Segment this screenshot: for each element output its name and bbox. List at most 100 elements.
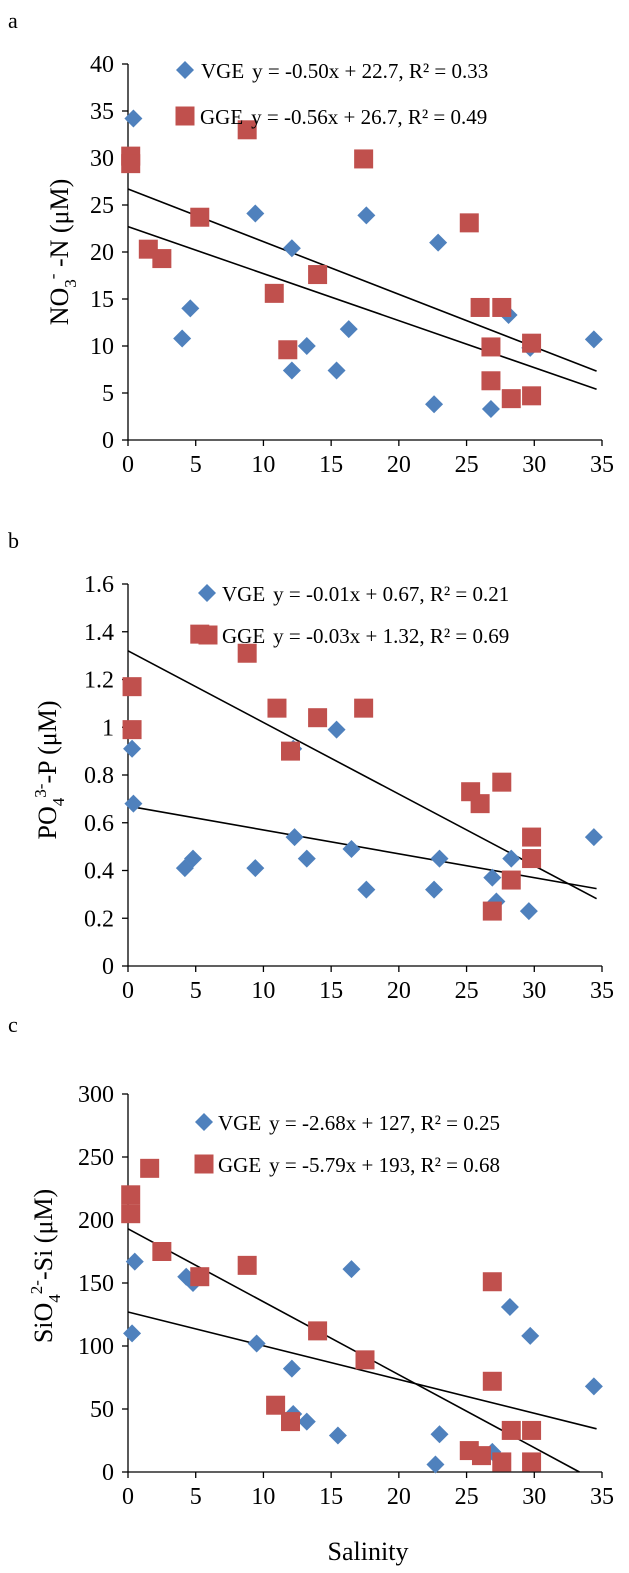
vge-point bbox=[430, 1425, 449, 1444]
gge-point bbox=[492, 297, 512, 317]
y-tick-label: 0.8 bbox=[84, 763, 114, 789]
y-tick-label: 0 bbox=[102, 1460, 114, 1486]
vge-point bbox=[282, 1359, 301, 1378]
legend-series-name: GGE bbox=[222, 624, 265, 648]
legend-gge-marker bbox=[175, 106, 195, 126]
x-tick-label: 5 bbox=[190, 452, 202, 478]
y-tick-label: 1.6 bbox=[84, 572, 114, 598]
vge-point bbox=[483, 868, 502, 887]
gge-point bbox=[237, 643, 257, 663]
gge-point bbox=[522, 1452, 542, 1472]
x-tick-label: 20 bbox=[387, 452, 411, 478]
vge-point bbox=[426, 1455, 445, 1474]
y-tick-label: 15 bbox=[90, 287, 114, 313]
panel-b-plot: 0 0.2 0.4 0.6 0.8 1 1.2 1.4 1.6 0 5 10 15 20 25 30 35 VGE… bbox=[84, 572, 614, 1004]
y-tick-label: 35 bbox=[90, 99, 114, 125]
gge-point bbox=[501, 389, 521, 409]
vge-point bbox=[500, 1297, 519, 1316]
legend-vge-entry: VGE y = -0.01x + 0.67, R² = 0.21 bbox=[222, 582, 509, 606]
x-tick-label: 0 bbox=[122, 978, 134, 1004]
y-tick-label: 50 bbox=[90, 1397, 114, 1423]
gge-point bbox=[121, 1185, 141, 1205]
vge-point bbox=[584, 1377, 603, 1396]
gge-point bbox=[152, 1242, 172, 1261]
x-tick-label: 30 bbox=[522, 978, 546, 1004]
gge-point bbox=[482, 1272, 502, 1292]
y-tick-label: 5 bbox=[102, 381, 114, 407]
legend-series-name: GGE bbox=[218, 1153, 261, 1177]
panel-b-ylabel: PO43--P (μM) bbox=[31, 701, 68, 840]
gge-point bbox=[522, 386, 542, 406]
gge-point bbox=[308, 1321, 328, 1341]
gge-point bbox=[482, 1371, 502, 1391]
vge-point bbox=[521, 1326, 540, 1345]
panel-a-letter: a bbox=[8, 8, 18, 33]
vge-trendline bbox=[127, 225, 597, 390]
panel-a: a NO3- -N (μM) 0 5 10 15 20 25 30 35 40 0 5 10 15 20 2… bbox=[8, 8, 614, 478]
panel-b-letter: b bbox=[8, 528, 19, 553]
gge-point bbox=[481, 371, 501, 391]
vge-point bbox=[282, 239, 301, 258]
y-tick-label: 1.4 bbox=[84, 620, 114, 646]
legend-vge-marker bbox=[198, 584, 216, 602]
gge-point bbox=[121, 1204, 141, 1224]
gge-point bbox=[190, 207, 210, 227]
vge-point bbox=[297, 1412, 316, 1431]
gge-point bbox=[267, 698, 287, 718]
legend-series-name: VGE bbox=[218, 1111, 261, 1135]
x-tick-label: 5 bbox=[190, 978, 202, 1004]
y-tick-label: 0.6 bbox=[84, 811, 114, 837]
legend-equation: y = -0.03x + 1.32, R² = 0.69 bbox=[273, 624, 509, 648]
panel-c: c SiO42--Si (μM) 0 50 100 150 200 250 300 0 5 10 1… bbox=[8, 1012, 614, 1566]
vge-point bbox=[181, 299, 200, 318]
legend-vge-marker bbox=[176, 61, 194, 79]
vge-point bbox=[123, 739, 142, 758]
gge-point bbox=[140, 1158, 160, 1178]
gge-point bbox=[122, 720, 142, 740]
vge-point bbox=[327, 361, 346, 380]
gge-point bbox=[264, 283, 284, 303]
legend-equation: y = -5.79x + 193, R² = 0.68 bbox=[269, 1153, 500, 1177]
vge-point bbox=[357, 206, 376, 225]
y-tick-label: 300 bbox=[78, 1082, 114, 1108]
gge-point bbox=[152, 249, 172, 269]
vge-point bbox=[502, 849, 521, 868]
vge-point bbox=[297, 849, 316, 868]
gge-point bbox=[237, 1255, 257, 1275]
y-tick-label: 0.2 bbox=[84, 906, 114, 932]
gge-point bbox=[281, 1412, 301, 1432]
vge-point bbox=[173, 329, 192, 348]
gge-point bbox=[122, 677, 142, 697]
y-tick-label: 40 bbox=[90, 52, 114, 78]
gge-point bbox=[501, 1420, 521, 1440]
vge-point bbox=[328, 1426, 347, 1445]
x-tick-label: 0 bbox=[122, 452, 134, 478]
legend-equation: y = -2.68x + 127, R² = 0.25 bbox=[269, 1111, 500, 1135]
gge-point bbox=[266, 1395, 286, 1415]
vge-point bbox=[247, 1334, 266, 1353]
x-tick-label: 25 bbox=[455, 978, 479, 1004]
gge-point bbox=[501, 870, 521, 890]
vge-point bbox=[584, 828, 603, 847]
x-tick-label: 15 bbox=[319, 978, 343, 1004]
gge-point bbox=[121, 154, 141, 174]
x-tick-label: 15 bbox=[319, 1484, 343, 1510]
x-tick-label: 25 bbox=[455, 452, 479, 478]
gge-point bbox=[470, 794, 490, 814]
gge-point bbox=[281, 741, 301, 761]
y-tick-label: 25 bbox=[90, 193, 114, 219]
legend-equation: y = -0.50x + 22.7, R² = 0.33 bbox=[252, 59, 488, 83]
legend-gge-marker bbox=[198, 625, 218, 645]
x-tick-label: 10 bbox=[251, 978, 275, 1004]
y-tick-label: 20 bbox=[90, 240, 114, 266]
y-tick-label: 10 bbox=[90, 334, 114, 360]
gge-point bbox=[354, 149, 374, 169]
y-tick-label: 150 bbox=[78, 1271, 114, 1297]
legend-vge-entry: VGE y = -2.68x + 127, R² = 0.25 bbox=[218, 1111, 500, 1135]
vge-point bbox=[429, 233, 448, 252]
vge-point bbox=[357, 880, 376, 899]
gge-point bbox=[481, 337, 501, 357]
legend-gge-marker bbox=[194, 1154, 214, 1174]
vge-point bbox=[342, 840, 361, 859]
